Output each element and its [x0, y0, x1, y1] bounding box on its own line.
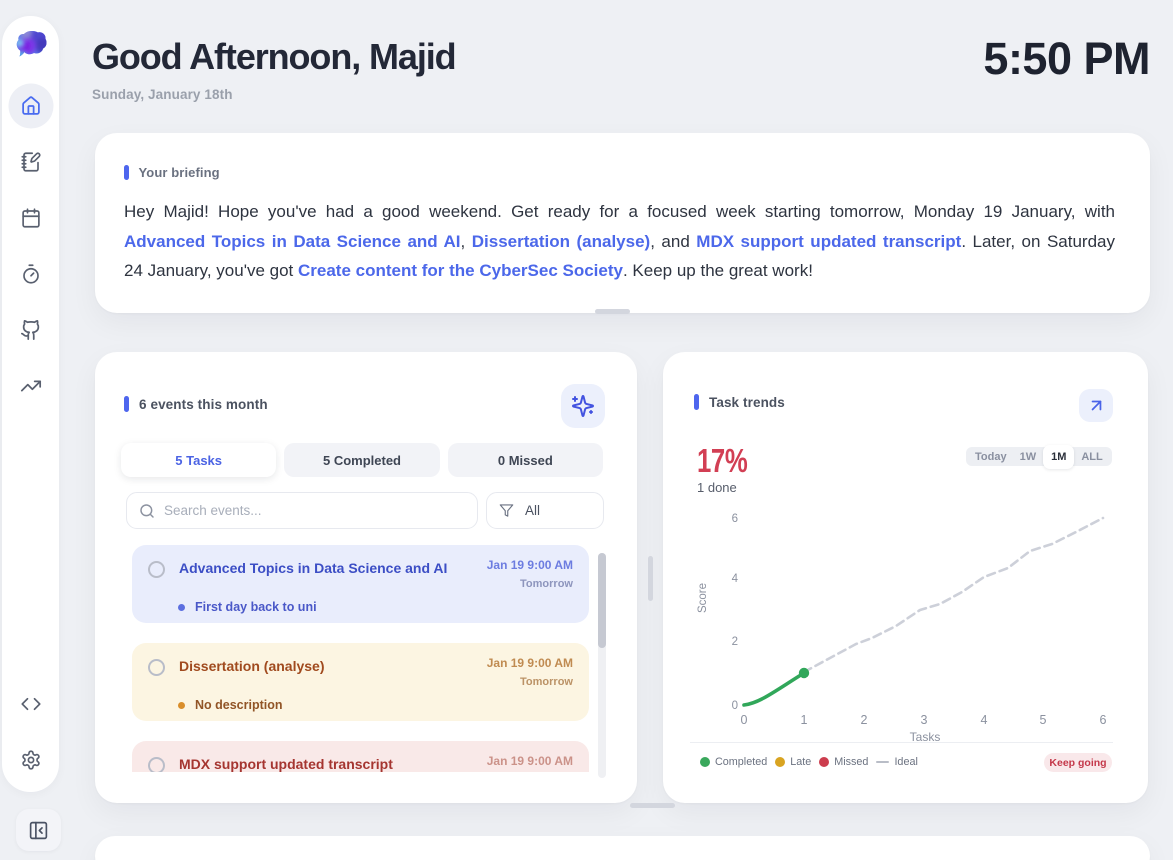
svg-text:6: 6: [1100, 713, 1107, 727]
svg-text:4: 4: [981, 713, 988, 727]
svg-text:Score: Score: [697, 583, 709, 613]
svg-text:6: 6: [732, 513, 738, 525]
svg-text:1: 1: [801, 713, 808, 727]
svg-text:3: 3: [921, 713, 928, 727]
svg-text:0: 0: [741, 713, 748, 727]
svg-text:2: 2: [861, 713, 868, 727]
svg-text:0: 0: [732, 700, 738, 712]
svg-text:2: 2: [732, 636, 738, 648]
svg-text:Tasks: Tasks: [910, 730, 941, 744]
svg-text:4: 4: [732, 573, 739, 585]
svg-text:5: 5: [1040, 713, 1047, 727]
